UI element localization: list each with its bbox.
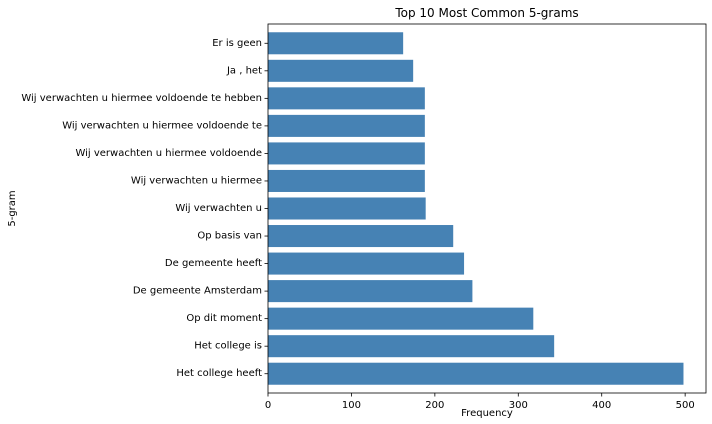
bar	[268, 87, 425, 110]
x-tick-label: 300	[509, 400, 528, 411]
bar	[268, 335, 555, 358]
y-tick-label: De gemeente Amsterdam	[133, 286, 262, 297]
y-tick-label: Wij verwachten u hiermee voldoende	[75, 148, 262, 159]
bar	[268, 307, 534, 330]
bar	[268, 362, 684, 385]
bar	[268, 59, 414, 82]
y-axis-ticks: Het college heeft Het college is Op dit mo…	[21, 38, 268, 379]
y-tick-label: De gemeente heeft	[165, 258, 262, 269]
x-tick-label: 200	[425, 400, 444, 411]
x-tick-label: 400	[592, 400, 611, 411]
y-tick-label: Wij verwachten u hiermee voldoende te	[62, 120, 262, 131]
bar	[268, 114, 425, 137]
y-tick-label: Er is geen	[212, 38, 262, 49]
y-axis-label: 5-gram	[7, 190, 18, 226]
x-tick-label: 500	[676, 400, 695, 411]
y-tick-label: Op basis van	[197, 231, 262, 242]
bar	[268, 142, 425, 165]
bars-group	[268, 32, 684, 385]
bar	[268, 32, 404, 55]
x-tick-label: 0	[265, 400, 271, 411]
bar	[268, 252, 465, 275]
bar	[268, 225, 454, 248]
x-axis-label: Frequency	[461, 408, 513, 419]
plot-frame	[267, 23, 707, 394]
y-tick-label: Ja , het	[226, 65, 262, 76]
y-tick-label: Het college heeft	[176, 368, 262, 379]
x-axis-ticks: 0 100 200 300 400 500	[265, 393, 695, 411]
y-tick-label: Wij verwachten u hiermee voldoende te he…	[21, 93, 262, 104]
chart-title: Top 10 Most Common 5-grams	[394, 6, 578, 20]
y-tick-label: Wij verwachten u	[175, 203, 262, 214]
bar	[268, 280, 473, 303]
bar	[268, 197, 426, 220]
y-tick-label: Op dit moment	[186, 313, 262, 324]
y-tick-label: Het college is	[194, 341, 262, 352]
bar	[268, 169, 425, 192]
y-tick-label: Wij verwachten u hiermee	[131, 175, 262, 186]
x-tick-label: 100	[342, 400, 361, 411]
